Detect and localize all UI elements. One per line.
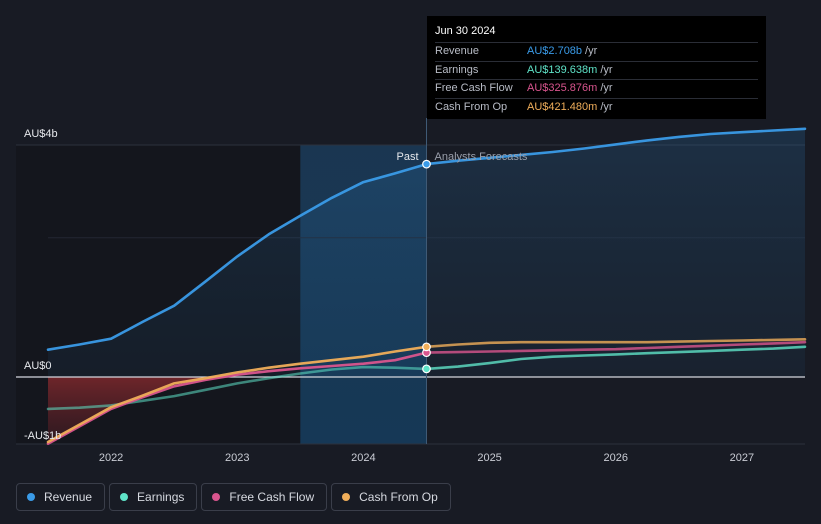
x-tick-label: 2025 [477,452,501,464]
revenue-past-line [46,162,428,351]
tooltip-unit: /yr [585,45,598,57]
x-tick-label: 2022 [99,452,123,464]
legend-item-revenue[interactable]: Revenue [16,483,106,511]
data-tooltip: Jun 30 2024 Revenue AU$2.708b /yr Earnin… [427,16,766,119]
legend-dot-icon [27,493,35,501]
tooltip-row-free-cash-flow: Free Cash Flow AU$325.876m /yr [435,79,758,98]
earnings-marker [422,364,431,374]
tooltip-row-earnings: Earnings AU$139.638m /yr [435,60,758,80]
legend-dot-icon [342,493,351,501]
y-tick-label: -AU$1b [24,430,61,442]
legend-item-cash-from-op[interactable]: Cash From Op [331,483,451,511]
legend-label: Revenue [44,490,93,504]
x-tick-label: 2027 [730,452,754,464]
tooltip-label: Earnings [435,63,479,76]
cash-from-op-past-line [46,345,428,444]
revenue-forecast-line [425,127,807,166]
x-tick-label: 2024 [351,452,375,464]
cash-from-op-forecast-line [425,338,807,349]
earnings-forecast-line [425,345,807,371]
free-cash-flow-forecast-line [425,340,807,354]
revenue-marker [422,159,431,169]
cash-from-op-marker [422,342,431,352]
chart-legend: Revenue Earnings Free Cash Flow Cash Fro… [16,483,451,511]
tooltip-row-cash-from-op: Cash From Op AU$421.480m /yr [435,97,758,117]
y-tick-label: AU$4b [24,128,58,140]
tooltip-value: AU$2.708b [527,45,583,57]
tooltip-row-revenue: Revenue AU$2.708b /yr [435,42,758,61]
legend-item-free-cash-flow[interactable]: Free Cash Flow [201,483,328,511]
tooltip-value: AU$139.638m [527,63,598,76]
x-tick-label: 2023 [225,452,249,464]
y-tick-label: AU$0 [24,360,52,372]
legend-label: Cash From Op [359,490,438,504]
tooltip-unit: /yr [600,82,613,94]
x-tick-label: 2026 [604,452,628,464]
legend-item-earnings[interactable]: Earnings [109,483,198,511]
tooltip-date: Jun 30 2024 [435,25,496,37]
tooltip-label: Cash From Op [435,100,508,113]
free-cash-flow-past-line [46,351,428,445]
tooltip-value: AU$325.876m [527,82,598,94]
tooltip-label: Revenue [435,45,480,57]
negative-value-area [48,377,206,442]
tooltip-value: AU$421.480m [527,100,598,113]
tooltip-unit: /yr [600,100,613,113]
tooltip-label: Free Cash Flow [435,82,513,94]
legend-dot-icon [212,493,221,501]
legend-label: Free Cash Flow [229,490,315,504]
past-label: Past [396,151,418,163]
legend-dot-icon [120,493,129,501]
forecast-label: Analysts Forecasts [435,151,528,163]
tooltip-unit: /yr [600,63,613,76]
earnings-past-line [46,365,428,411]
legend-label: Earnings [137,490,185,504]
